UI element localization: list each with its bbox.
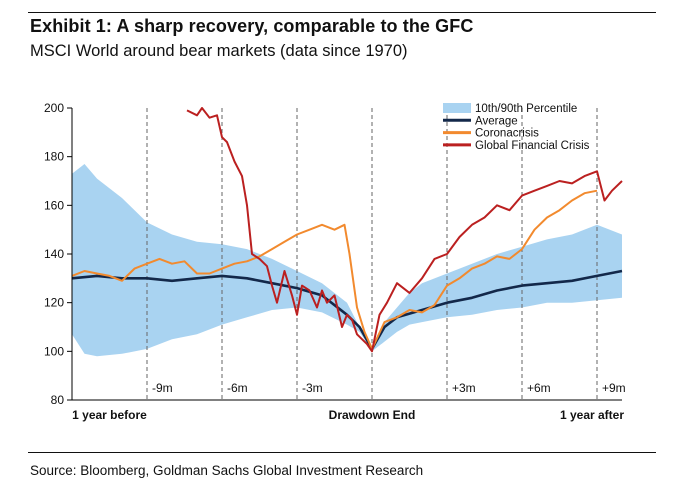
y-tick-label: 200 bbox=[44, 101, 64, 115]
x-category-label: Drawdown End bbox=[329, 408, 416, 422]
vertical-marker-label: -3m bbox=[302, 381, 323, 395]
y-tick-label: 80 bbox=[51, 393, 65, 407]
source-note: Source: Bloomberg, Goldman Sachs Global … bbox=[30, 463, 424, 478]
axis-layer: 80 100 120 140 160 180 200 1 year before Drawdow… bbox=[44, 101, 624, 422]
series-line-global-financial-crisis bbox=[186, 107, 623, 353]
x-category-label: 1 year after bbox=[560, 408, 624, 422]
y-tick-label: 180 bbox=[44, 150, 64, 164]
legend: 10th/90th PercentileAverageCoronacrisisG… bbox=[443, 103, 590, 152]
series-line-coronacrisis bbox=[71, 189, 598, 350]
y-tick-label: 100 bbox=[44, 344, 64, 358]
exhibit-subtitle: MSCI World around bear markets (data sin… bbox=[30, 42, 408, 60]
series-line-average bbox=[71, 269, 623, 351]
legend-label-10th-90th-percentile: 10th/90th Percentile bbox=[475, 103, 577, 115]
legend-label-global-financial-crisis: Global Financial Crisis bbox=[475, 140, 590, 152]
legend-swatch-10th-90th-percentile bbox=[443, 103, 471, 113]
bottom-rule bbox=[28, 452, 656, 453]
vertical-marker-label: +3m bbox=[452, 381, 476, 395]
exhibit-title: Exhibit 1: A sharp recovery, comparable … bbox=[30, 16, 474, 36]
vertical-marker-label: -9m bbox=[152, 381, 173, 395]
vertical-marker-layer: -9m -6m -3m +3m +6m +9m bbox=[146, 108, 626, 400]
series-layer bbox=[71, 107, 623, 353]
legend-label-coronacrisis: Coronacrisis bbox=[475, 128, 539, 140]
band-layer bbox=[72, 164, 622, 357]
y-tick-label: 160 bbox=[44, 198, 64, 212]
x-category-label: 1 year before bbox=[72, 408, 147, 422]
top-rule bbox=[28, 12, 656, 13]
y-tick-label: 140 bbox=[44, 247, 64, 261]
vertical-marker-label: +9m bbox=[602, 381, 626, 395]
legend-label-average: Average bbox=[475, 115, 518, 127]
percentile-band bbox=[72, 164, 622, 357]
vertical-marker-label: +6m bbox=[527, 381, 551, 395]
vertical-marker-label: -6m bbox=[227, 381, 248, 395]
y-tick-label: 120 bbox=[44, 296, 64, 310]
